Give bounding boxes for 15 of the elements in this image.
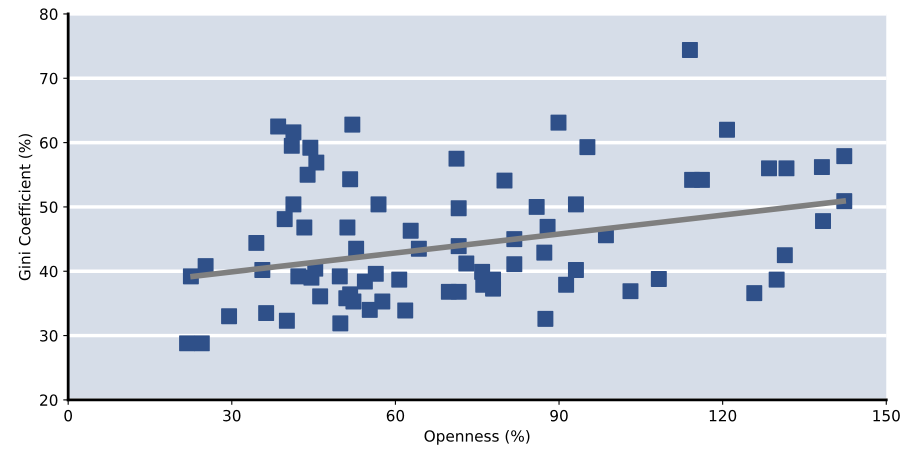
y-tick-label: 30 [40, 330, 58, 342]
x-tick-label: 30 [223, 410, 240, 422]
x-tick-label: 120 [710, 410, 736, 422]
y-tick-label: 60 [40, 137, 58, 149]
y-tick-label: 40 [40, 266, 58, 278]
y-tick-label: 80 [40, 8, 58, 20]
x-tick-label: 90 [550, 410, 568, 422]
y-axis-title: Gini Coefficient (%) [18, 134, 32, 280]
x-tick-label: 150 [873, 410, 900, 422]
x-tick-label: 0 [64, 410, 72, 422]
y-tick-label: 70 [40, 72, 58, 84]
y-tick-label: 50 [40, 201, 58, 213]
y-tick-label: 20 [40, 394, 58, 406]
x-tick-label: 60 [386, 410, 404, 422]
x-axis-title: Openness (%) [424, 430, 530, 445]
